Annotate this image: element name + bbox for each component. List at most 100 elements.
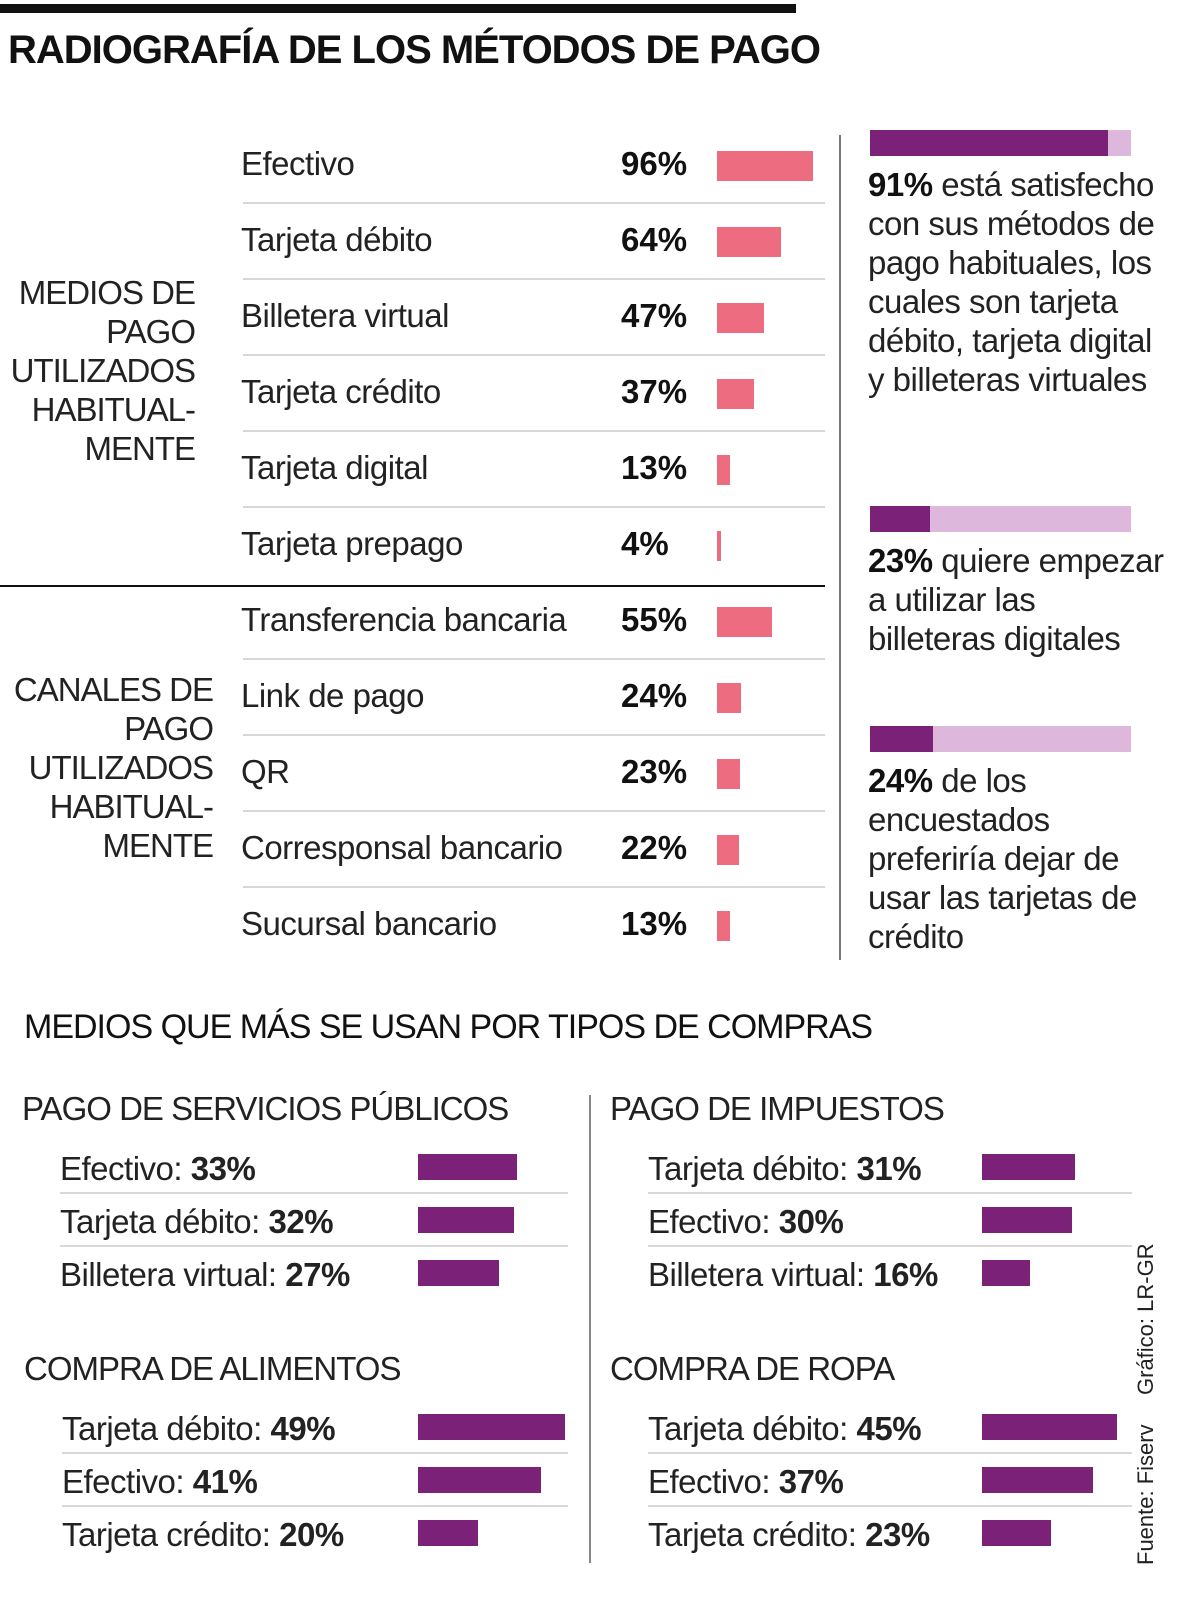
value-label: 23% xyxy=(865,1516,930,1553)
bar-label: Tarjeta débito: 32% xyxy=(60,1203,334,1241)
bar xyxy=(717,531,721,561)
bar-row: Sucursal bancario 13% xyxy=(241,886,825,963)
credit: Gráfico: LR-GR xyxy=(1133,1243,1158,1395)
note-text: 24% de los encuestados preferiría dejar … xyxy=(868,761,1168,956)
bar xyxy=(418,1154,517,1180)
note-percent: 23% xyxy=(868,542,933,579)
bar-label: Billetera virtual xyxy=(241,297,449,334)
bar xyxy=(717,379,754,409)
category: Tarjeta débito: xyxy=(648,1410,848,1447)
category: Tarjeta crédito: xyxy=(62,1516,271,1553)
value-label: 45% xyxy=(856,1410,922,1447)
note-body: de los encuestados preferiría dejar de u… xyxy=(868,762,1137,955)
bar xyxy=(418,1207,514,1233)
bar xyxy=(418,1520,478,1546)
note-text: 91% está satisfecho con sus métodos de p… xyxy=(868,165,1168,399)
value-label: 32% xyxy=(268,1203,334,1240)
bar-label: Transferencia bancaria xyxy=(241,601,567,638)
bar-row: Billetera virtual 47% xyxy=(241,278,825,355)
bar-row: Tarjeta débito: 45% xyxy=(648,1402,1132,1455)
note-text: 23% quiere empezar a utilizar las billet… xyxy=(868,541,1168,658)
bar xyxy=(717,151,813,181)
bar-row: Efectivo: 30% xyxy=(648,1195,1132,1248)
bar xyxy=(717,759,740,789)
section-title: PAGO DE SERVICIOS PÚBLICOS xyxy=(22,1090,509,1127)
bar xyxy=(982,1207,1072,1233)
row-divider xyxy=(648,1505,1132,1507)
section-title: COMPRA DE ROPA xyxy=(610,1350,895,1387)
group-label-medios: MEDIOS DE PAGO UTILIZADOS HABITUAL- MENT… xyxy=(10,274,196,467)
bar-row: Tarjeta digital 13% xyxy=(241,430,825,507)
top-rule xyxy=(0,4,796,13)
value-label: 27% xyxy=(285,1256,350,1293)
bar-row: Tarjeta débito: 32% xyxy=(60,1195,568,1248)
bar-label: Corresponsal bancario xyxy=(241,829,563,866)
bar-row: Billetera virtual: 16% xyxy=(648,1248,1132,1301)
bar xyxy=(717,455,730,485)
bar xyxy=(982,1260,1030,1286)
row-divider xyxy=(243,734,825,736)
row-divider xyxy=(60,1192,568,1194)
bar-row: Tarjeta débito 64% xyxy=(241,202,825,279)
value-label: 31% xyxy=(856,1150,922,1187)
bar-label: Efectivo: 30% xyxy=(648,1203,844,1241)
category: Tarjeta débito: xyxy=(62,1410,262,1447)
bar-row: Tarjeta prepago 4% xyxy=(241,506,825,583)
bar-label: Efectivo: 33% xyxy=(60,1150,256,1188)
category: Efectivo: xyxy=(648,1203,771,1240)
bar-row: Efectivo: 41% xyxy=(62,1455,568,1508)
section-divider xyxy=(0,585,825,587)
bar-value-label: 37% xyxy=(621,373,688,410)
vertical-divider xyxy=(839,135,841,960)
satisfaction-bar-fill xyxy=(870,506,931,532)
bar-value-label: 4% xyxy=(621,525,669,562)
bar-row: QR 23% xyxy=(241,734,825,811)
bar-row: Efectivo 96% xyxy=(241,127,825,203)
row-divider xyxy=(648,1245,1132,1247)
vertical-divider-bottom xyxy=(589,1095,591,1563)
bar xyxy=(717,303,764,333)
row-divider xyxy=(243,278,825,280)
bar-label: Tarjeta débito: 45% xyxy=(648,1410,922,1448)
bar xyxy=(982,1414,1117,1440)
bar-label: Billetera virtual: 27% xyxy=(60,1256,350,1294)
bar xyxy=(717,683,741,713)
bar-row: Efectivo: 37% xyxy=(648,1455,1132,1508)
bar xyxy=(717,607,772,637)
bar-value-label: 13% xyxy=(621,449,688,486)
bar-label: Billetera virtual: 16% xyxy=(648,1256,938,1294)
bar-label: Efectivo: 41% xyxy=(62,1463,258,1501)
category: Billetera virtual: xyxy=(60,1256,277,1293)
satisfaction-bar xyxy=(870,726,1131,752)
row-divider xyxy=(243,354,825,356)
row-divider xyxy=(243,430,825,432)
section-title: PAGO DE IMPUESTOS xyxy=(610,1090,945,1127)
category: Tarjeta débito: xyxy=(60,1203,260,1240)
bar-label: Tarjeta crédito: 23% xyxy=(648,1516,930,1554)
section-title: COMPRA DE ALIMENTOS xyxy=(24,1350,401,1387)
source: Fuente: Fiserv xyxy=(1133,1424,1158,1565)
bar-label: Tarjeta crédito: 20% xyxy=(62,1516,344,1554)
category: Tarjeta crédito: xyxy=(648,1516,857,1553)
bar-value-label: 47% xyxy=(621,297,688,334)
bar-row: Link de pago 24% xyxy=(241,658,825,735)
bar-label: QR xyxy=(241,753,290,790)
bar-row: Efectivo: 33% xyxy=(60,1142,568,1195)
bar-label: Efectivo: 37% xyxy=(648,1463,844,1501)
row-divider xyxy=(62,1452,568,1454)
value-label: 20% xyxy=(279,1516,344,1553)
row-divider xyxy=(243,658,825,660)
bar xyxy=(418,1260,499,1286)
row-divider xyxy=(648,1192,1132,1194)
value-label: 30% xyxy=(778,1203,844,1240)
bar-row: Tarjeta crédito: 20% xyxy=(62,1508,568,1561)
row-divider xyxy=(243,810,825,812)
bar xyxy=(717,911,730,941)
category: Tarjeta débito: xyxy=(648,1150,848,1187)
category: Billetera virtual: xyxy=(648,1256,865,1293)
bar xyxy=(982,1154,1075,1180)
subtitle: MEDIOS QUE MÁS SE USAN POR TIPOS DE COMP… xyxy=(24,1008,873,1046)
bar-row: Tarjeta crédito 37% xyxy=(241,354,825,431)
bar-value-label: 55% xyxy=(621,601,688,638)
bar xyxy=(717,835,739,865)
